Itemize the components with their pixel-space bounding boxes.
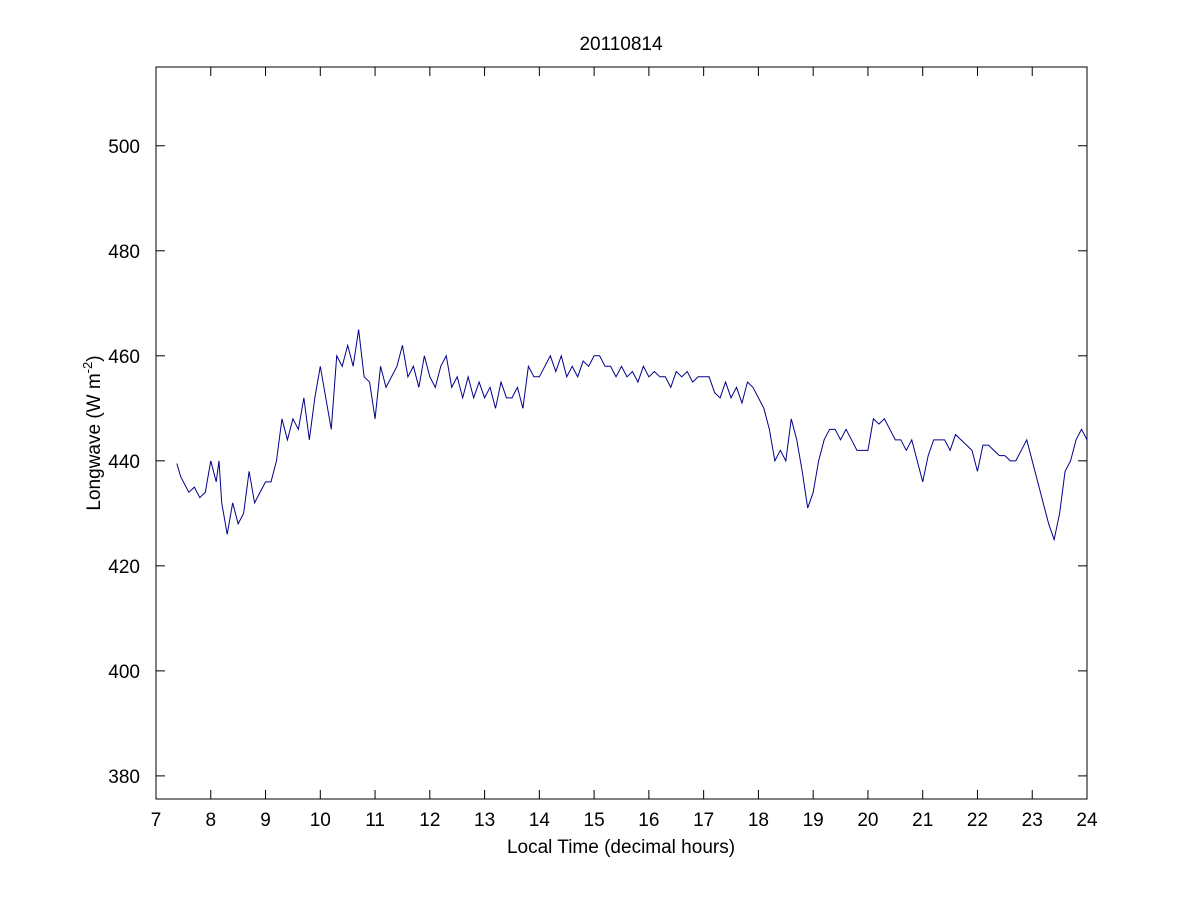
x-tick-label: 17	[693, 810, 714, 831]
y-label-suffix: )	[84, 355, 105, 361]
x-tick-label: 13	[474, 810, 495, 831]
x-tick-label: 11	[365, 810, 385, 831]
axes-box	[155, 66, 1088, 800]
x-tick-label: 7	[151, 810, 162, 831]
y-label-sup: -2	[80, 362, 95, 374]
x-tick-label: 22	[967, 810, 988, 831]
x-tick-label: 24	[1076, 810, 1098, 831]
x-axis-label: Local Time (decimal hours)	[507, 837, 735, 858]
y-tick-label: 500	[108, 137, 140, 158]
chart-title: 20110814	[579, 34, 663, 55]
series-line	[176, 329, 1088, 542]
x-tick-label: 14	[529, 810, 551, 831]
x-tick-label: 18	[748, 810, 769, 831]
y-tick-label: 480	[108, 242, 140, 263]
y-tick-label: 400	[108, 662, 140, 683]
x-tick-label: 15	[584, 810, 605, 831]
x-tick-label: 19	[803, 810, 824, 831]
x-tick-label: 10	[310, 810, 331, 831]
y-tick-label: 440	[108, 452, 140, 473]
y-tick-label: 380	[108, 767, 140, 788]
x-tick-label: 20	[857, 810, 878, 831]
y-axis-label: Longwave (W m-2)	[80, 355, 105, 510]
x-tick-label: 8	[205, 810, 216, 831]
x-tick-label: 23	[1022, 810, 1043, 831]
y-tick-label: 460	[108, 347, 140, 368]
x-tick-label: 9	[260, 810, 271, 831]
x-tick-label: 21	[912, 810, 933, 831]
y-tick-label: 420	[108, 557, 140, 578]
x-tick-label: 12	[419, 810, 440, 831]
y-label-text: Longwave (W m	[84, 373, 105, 510]
x-tick-label: 16	[638, 810, 659, 831]
